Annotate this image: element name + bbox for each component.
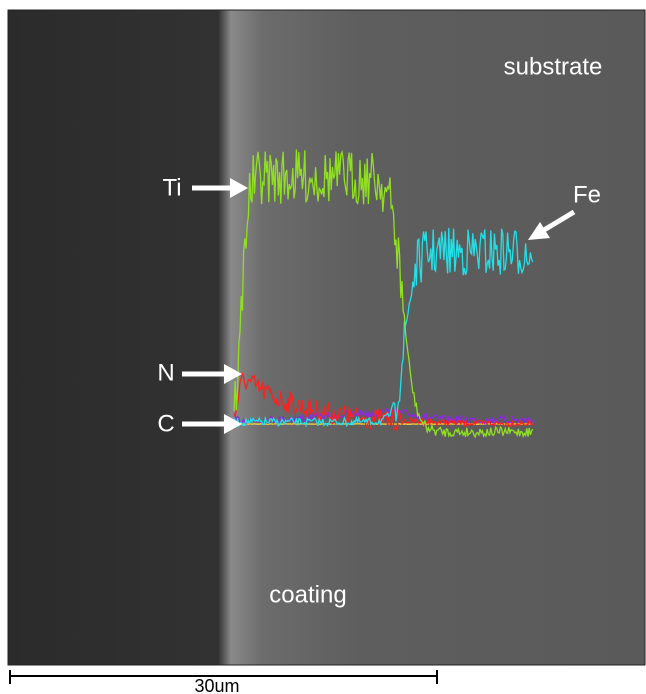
trace	[233, 149, 534, 439]
label: Ti	[162, 174, 181, 201]
sem-image	[7, 9, 646, 666]
label: C	[157, 410, 174, 437]
label: Fe	[573, 181, 601, 208]
label: coating	[269, 581, 346, 608]
label: N	[157, 359, 174, 386]
scale-label: 30um	[194, 676, 239, 694]
line-scan-traces	[233, 149, 534, 439]
scale-bar	[9, 670, 438, 684]
label: substrate	[504, 53, 603, 80]
arrows	[182, 178, 576, 434]
trace	[233, 228, 534, 428]
